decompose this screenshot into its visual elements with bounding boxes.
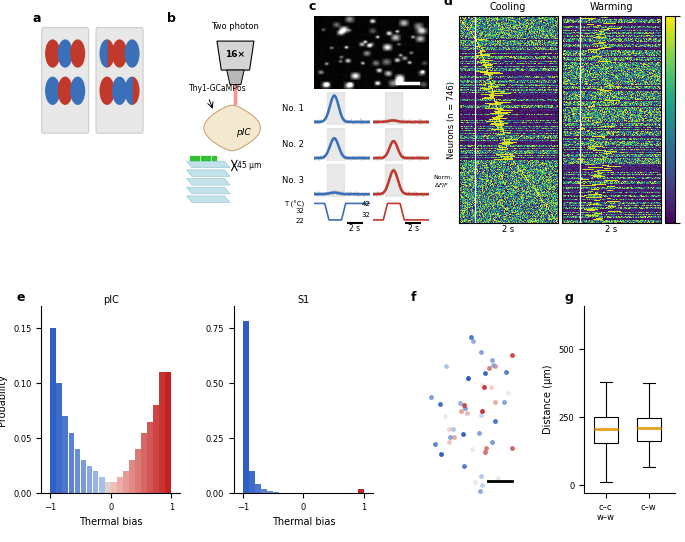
Polygon shape xyxy=(186,196,230,203)
Bar xyxy=(87,466,92,493)
Bar xyxy=(327,92,344,125)
Wedge shape xyxy=(107,40,114,67)
Bar xyxy=(81,460,86,493)
Text: d: d xyxy=(444,0,453,8)
Bar xyxy=(327,128,344,161)
Text: f: f xyxy=(411,291,416,304)
X-axis label: 2 s: 2 s xyxy=(502,224,514,234)
Text: c: c xyxy=(308,0,316,12)
Bar xyxy=(153,405,159,493)
Y-axis label: Neurons (n = 746): Neurons (n = 746) xyxy=(447,81,456,159)
Y-axis label: Probability: Probability xyxy=(0,373,8,425)
Bar xyxy=(166,372,171,493)
Bar xyxy=(255,485,261,493)
X-axis label: 2 s: 2 s xyxy=(605,224,617,234)
Bar xyxy=(68,433,74,493)
Text: No. 2: No. 2 xyxy=(282,140,304,149)
Bar xyxy=(160,372,165,493)
Bar xyxy=(147,422,153,493)
Circle shape xyxy=(113,40,126,67)
Text: No. 3: No. 3 xyxy=(282,176,304,185)
Circle shape xyxy=(125,40,139,67)
Bar xyxy=(135,449,141,493)
Polygon shape xyxy=(217,41,254,70)
Text: No. 1: No. 1 xyxy=(282,104,304,113)
Bar xyxy=(123,471,129,493)
Text: e: e xyxy=(16,291,25,304)
Bar xyxy=(261,489,267,493)
Text: 42: 42 xyxy=(361,201,370,207)
Polygon shape xyxy=(227,70,244,85)
Bar xyxy=(141,433,147,493)
Wedge shape xyxy=(132,78,139,104)
Bar xyxy=(56,383,62,493)
Bar xyxy=(358,489,364,493)
Text: Two photon: Two photon xyxy=(212,22,260,31)
Title: pIC: pIC xyxy=(103,295,119,305)
Bar xyxy=(243,321,249,493)
Bar xyxy=(99,477,105,493)
Circle shape xyxy=(46,78,60,104)
Circle shape xyxy=(71,40,84,67)
Text: pIC: pIC xyxy=(236,128,250,137)
Circle shape xyxy=(113,78,126,104)
Text: 45 μm: 45 μm xyxy=(236,161,261,170)
Text: 2 s: 2 s xyxy=(349,224,360,233)
Text: Thy1-GCaMP6s: Thy1-GCaMP6s xyxy=(188,84,247,93)
Polygon shape xyxy=(186,187,230,194)
Bar xyxy=(117,477,123,493)
Polygon shape xyxy=(186,170,230,177)
Circle shape xyxy=(58,78,72,104)
Bar xyxy=(386,164,402,197)
Text: 32: 32 xyxy=(361,212,370,218)
X-axis label: Thermal bias: Thermal bias xyxy=(272,518,335,527)
Text: Norm.
$\Delta F/F$: Norm. $\Delta F/F$ xyxy=(434,175,453,189)
Text: 22: 22 xyxy=(295,218,304,224)
Circle shape xyxy=(100,78,114,104)
Bar xyxy=(105,482,110,493)
Polygon shape xyxy=(186,161,230,167)
Bar xyxy=(50,328,56,493)
Bar xyxy=(249,471,255,493)
Text: b: b xyxy=(167,12,176,25)
Bar xyxy=(129,460,135,493)
PathPatch shape xyxy=(637,417,661,441)
Polygon shape xyxy=(204,105,260,151)
Bar xyxy=(386,128,402,161)
Circle shape xyxy=(71,78,84,104)
Text: g: g xyxy=(564,291,573,304)
Text: 32: 32 xyxy=(295,208,304,214)
X-axis label: Thermal bias: Thermal bias xyxy=(79,518,142,527)
FancyBboxPatch shape xyxy=(96,28,143,133)
Circle shape xyxy=(58,40,72,67)
Text: Cooling: Cooling xyxy=(490,2,526,12)
Text: 2 s: 2 s xyxy=(408,224,419,233)
Y-axis label: Distance (μm): Distance (μm) xyxy=(543,365,553,434)
FancyBboxPatch shape xyxy=(42,28,88,133)
Bar xyxy=(273,492,279,493)
Bar xyxy=(62,416,68,493)
Title: S1: S1 xyxy=(297,295,310,305)
Bar xyxy=(75,449,80,493)
Bar xyxy=(267,491,273,493)
Text: a: a xyxy=(33,12,41,25)
Text: 16×: 16× xyxy=(225,50,245,59)
PathPatch shape xyxy=(594,417,618,443)
Bar xyxy=(327,164,344,197)
Bar xyxy=(92,471,99,493)
Polygon shape xyxy=(186,178,230,185)
Wedge shape xyxy=(125,78,132,104)
Text: T (°C): T (°C) xyxy=(284,201,304,208)
Bar xyxy=(111,482,116,493)
Bar xyxy=(386,92,402,125)
Circle shape xyxy=(46,40,60,67)
Text: Warming: Warming xyxy=(589,2,633,12)
Wedge shape xyxy=(100,40,107,67)
